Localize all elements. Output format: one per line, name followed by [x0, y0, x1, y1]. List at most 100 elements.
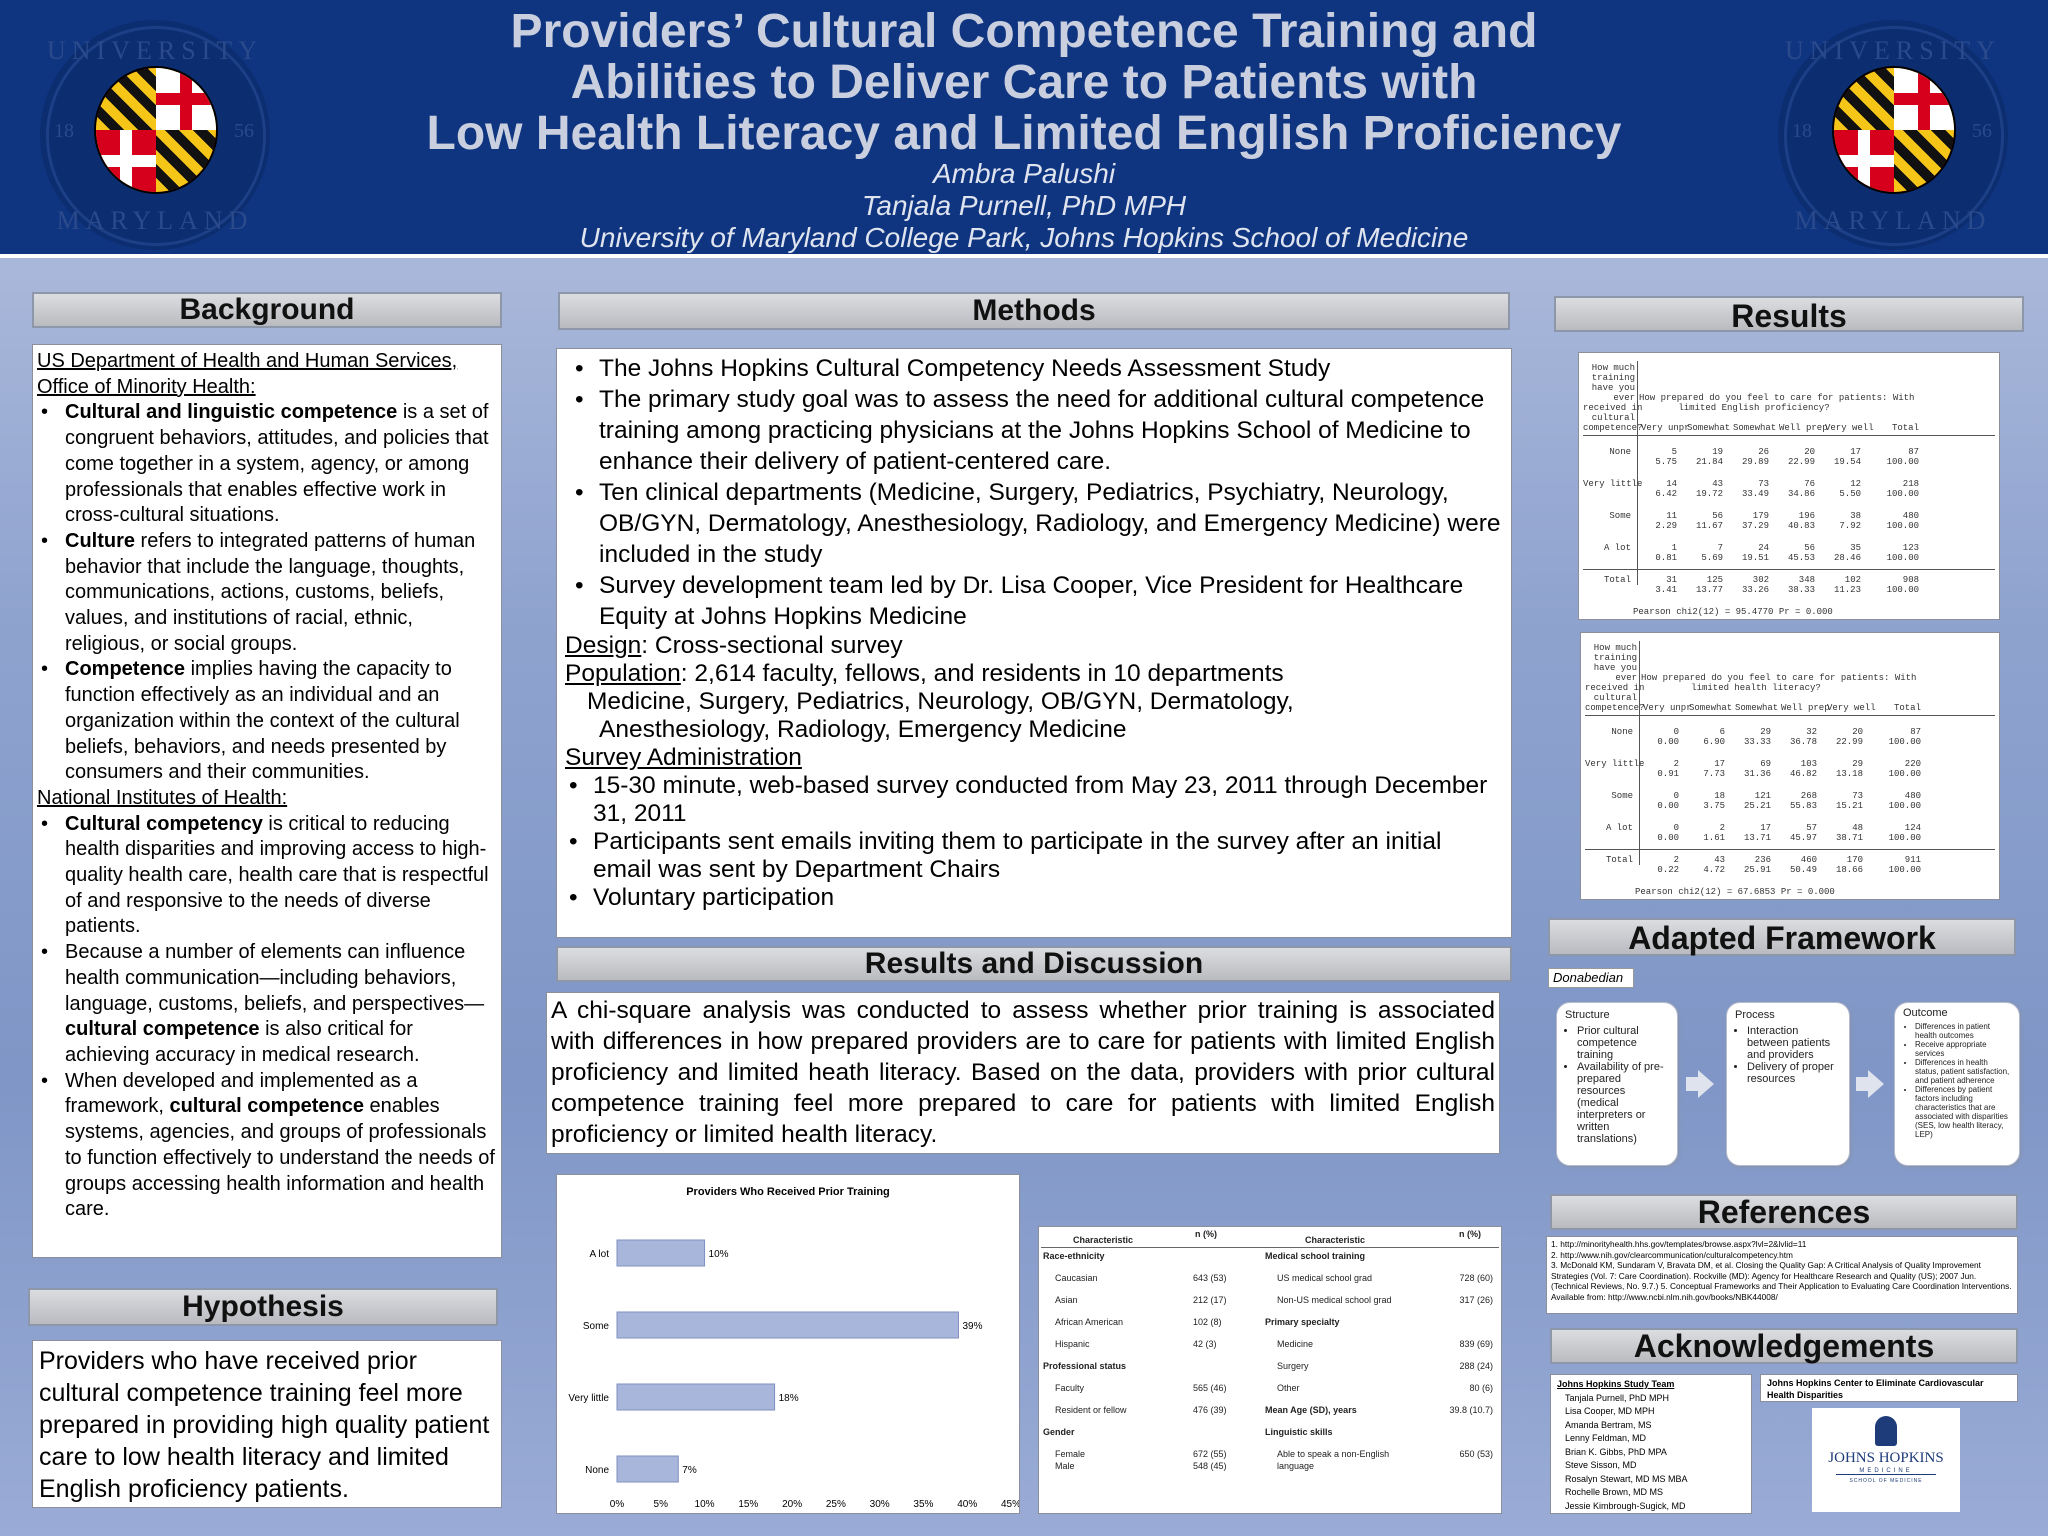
table-cell: 220 — [1904, 759, 1921, 769]
column-header: Very unpr — [1641, 423, 1690, 433]
demographics-table: Characteristic n (%) Characteristic n (%) Ra… — [1038, 1226, 1502, 1514]
team-member: Lenny Feldman, MD — [1565, 1433, 1647, 1443]
table-title: limited health literacy? — [1691, 683, 1821, 693]
maryland-flag-icon — [1832, 66, 1956, 194]
bar — [616, 1239, 706, 1267]
column-header: Well prep — [1779, 423, 1828, 433]
table-cell: 11 — [1666, 511, 1677, 521]
table-cell: 12 — [1850, 479, 1861, 489]
table-cell: 2 — [1719, 823, 1725, 833]
demo-row-value: 102 (8) — [1193, 1317, 1222, 1327]
chi-square-stat: Pearson chi2(12) = 95.4770 Pr = 0.000 — [1633, 607, 1833, 617]
table-cell: 46.82 — [1789, 769, 1817, 779]
methods-panel: The Johns Hopkins Cultural Competency Ne… — [556, 348, 1512, 938]
table-header: n (%) — [1459, 1229, 1481, 1239]
demo-row-label: Faculty — [1055, 1383, 1085, 1393]
table-cell: 5.50 — [1839, 489, 1861, 499]
hopkins-shield-icon — [1875, 1416, 1897, 1446]
table-cell: 32 — [1806, 727, 1817, 737]
seal-year-left: 18 — [54, 120, 74, 142]
demo-row-label: language — [1277, 1461, 1315, 1471]
poster-title-line-1: Providers’ Cultural Competence Training … — [510, 5, 1538, 58]
center-title: Johns Hopkins Center to Eliminate Cardio… — [1760, 1374, 2018, 1402]
table-cell: 6 — [1719, 727, 1725, 737]
table-cell: 45.97 — [1789, 833, 1817, 843]
table-cell: 22.99 — [1787, 457, 1815, 467]
demo-row-label: Male — [1055, 1461, 1075, 1471]
list-item: The Johns Hopkins Cultural Competency Ne… — [575, 353, 1503, 384]
row-header-text: ever — [1613, 393, 1635, 403]
table-cell: 33.26 — [1741, 585, 1769, 595]
column-header: Very well — [1825, 423, 1874, 433]
table-cell: 13.71 — [1743, 833, 1771, 843]
table-cell: 11.23 — [1833, 585, 1861, 595]
table-cell: 100.00 — [1888, 737, 1921, 747]
table-cell: 7 — [1717, 543, 1723, 553]
table-cell: 20 — [1804, 447, 1815, 457]
table-cell: 48 — [1852, 823, 1863, 833]
row-header-text: have you — [1591, 383, 1635, 393]
chi-square-stat: Pearson chi2(12) = 67.6853 Pr = 0.000 — [1635, 887, 1835, 897]
seal-year-right: 56 — [234, 120, 254, 142]
table-title: How prepared do you feel to care for pat… — [1639, 393, 1915, 403]
demo-row-label: Medical school training — [1265, 1251, 1366, 1261]
team-member: Lisa Cooper, MD MPH — [1565, 1406, 1655, 1416]
poster-title-line-2: Abilities to Deliver Care to Patients wi… — [570, 56, 1478, 109]
team-member: Brian K. Gibbs, PhD MPA — [1565, 1446, 1667, 1457]
table-cell: 14 — [1666, 479, 1677, 489]
column-header: Total — [1893, 703, 1921, 713]
health-literacy-crosstab: How much training have you ever received in c… — [1580, 632, 2000, 900]
table-cell: 0 — [1673, 823, 1679, 833]
seal-year-left: 18 — [1792, 120, 1812, 142]
list-item: Ten clinical departments (Medicine, Surg… — [575, 477, 1503, 570]
row-header-text: have you — [1593, 663, 1637, 673]
table-title: How prepared do you feel to care for pat… — [1641, 673, 1917, 683]
table-cell: 218 — [1902, 479, 1919, 489]
bar-value-label: 10% — [709, 1249, 729, 1260]
process-title: Process — [1735, 1009, 1775, 1021]
row-header-text: How much — [1593, 643, 1637, 653]
list-item: Participants sent emails inviting them t… — [569, 828, 1503, 884]
table-cell: 6.90 — [1703, 737, 1725, 747]
table-cell: 87 — [1910, 727, 1921, 737]
x-tick-label: 20% — [782, 1499, 802, 1510]
table-cell: 31.36 — [1743, 769, 1771, 779]
poster-title-line-3: Low Health Literacy and Limited English … — [426, 107, 1622, 160]
table-cell: 3.41 — [1655, 585, 1677, 595]
list-item: Cultural competency is critical to reduc… — [41, 812, 497, 941]
demo-row-label: Linguistic skills — [1265, 1427, 1333, 1437]
demo-row-value: 650 (53) — [1459, 1449, 1493, 1459]
table-cell: 37.29 — [1741, 521, 1769, 531]
table-header: n (%) — [1195, 1229, 1217, 1239]
table-cell: 480 — [1902, 511, 1919, 521]
framework-label: Donabedian — [1548, 968, 1634, 988]
demo-row-value: 548 (45) — [1193, 1461, 1227, 1471]
table-cell: 3.75 — [1703, 801, 1725, 811]
table-row-label: None — [1611, 727, 1633, 737]
x-tick-label: 25% — [826, 1499, 846, 1510]
table-cell: 34.86 — [1787, 489, 1815, 499]
column-header: Somewhat — [1733, 423, 1777, 433]
study-team-panel: Johns Hopkins Study Team Tanjala Purnell… — [1550, 1374, 1752, 1514]
table-cell: 0 — [1673, 791, 1679, 801]
table-cell: 6.42 — [1655, 489, 1677, 499]
seal-bottom-text: MARYLAND — [56, 206, 254, 235]
demo-row-value: 39.8 (10.7) — [1449, 1405, 1493, 1415]
seal-year-right: 56 — [1972, 120, 1992, 142]
hypothesis-text: Providers who have received prior cultur… — [32, 1340, 502, 1508]
table-cell: 38.33 — [1787, 585, 1815, 595]
table-cell: 56 — [1712, 511, 1723, 521]
table-cell: 100.00 — [1886, 585, 1919, 595]
row-header-text: ever — [1615, 673, 1637, 683]
team-member: Tanjala Purnell, PhD MPH — [1565, 1392, 1670, 1403]
demo-row-value: 476 (39) — [1193, 1405, 1227, 1415]
source-hhs: US Department of Health and Human Servic… — [37, 350, 458, 398]
demo-row-label: Surgery — [1277, 1361, 1309, 1371]
list-item: Survey development team led by Dr. Lisa … — [575, 570, 1503, 632]
table-cell: 0.00 — [1657, 801, 1679, 811]
table-cell: 100.00 — [1888, 801, 1921, 811]
table-cell: 302 — [1752, 575, 1769, 585]
table-cell: 38.71 — [1835, 833, 1863, 843]
demo-row-label: Hispanic — [1055, 1339, 1090, 1349]
table-cell: 911 — [1904, 855, 1921, 865]
